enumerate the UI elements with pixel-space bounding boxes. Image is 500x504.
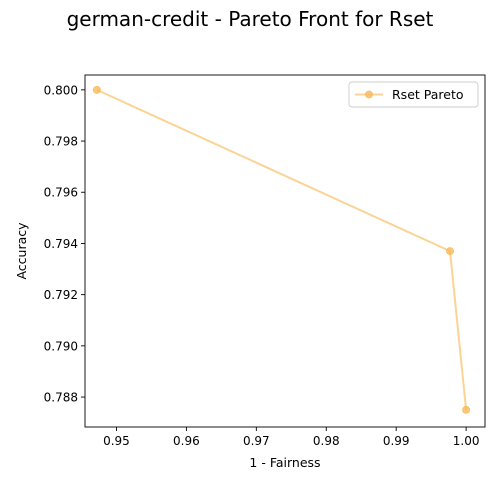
y-tick-label: 0.788 [44,391,78,405]
legend-box [348,81,479,108]
x-tick-label: 0.97 [243,434,270,448]
y-tick-label: 0.790 [44,339,78,353]
x-tick-label: 0.99 [383,434,410,448]
y-tick-label: 0.800 [44,83,78,97]
legend-label: Rset Pareto [392,87,464,102]
y-tick-label: 0.792 [44,288,78,302]
data-point [92,85,101,94]
x-tick-label: 0.96 [173,434,200,448]
y-tick-label: 0.794 [44,237,78,251]
legend-marker-swatch [365,90,373,99]
x-tick-label: 1.00 [453,434,480,448]
x-tick-label: 0.95 [103,434,130,448]
plot-area: 0.95 0.96 0.97 0.98 0.99 1.00 0.788 0.790 0.792 0… [44,74,486,448]
x-axis-label: 1 - Fairness [249,455,320,470]
y-tick-label: 0.798 [44,135,78,149]
y-axis-label: Accuracy [14,222,29,280]
x-tick-label: 0.98 [313,434,340,448]
data-point [462,405,471,414]
chart-title: german-credit - Pareto Front for Rset [67,7,434,31]
y-tick-label: 0.796 [44,186,78,200]
plot-frame [84,74,486,428]
data-point [446,247,454,256]
series-line [96,88,468,410]
